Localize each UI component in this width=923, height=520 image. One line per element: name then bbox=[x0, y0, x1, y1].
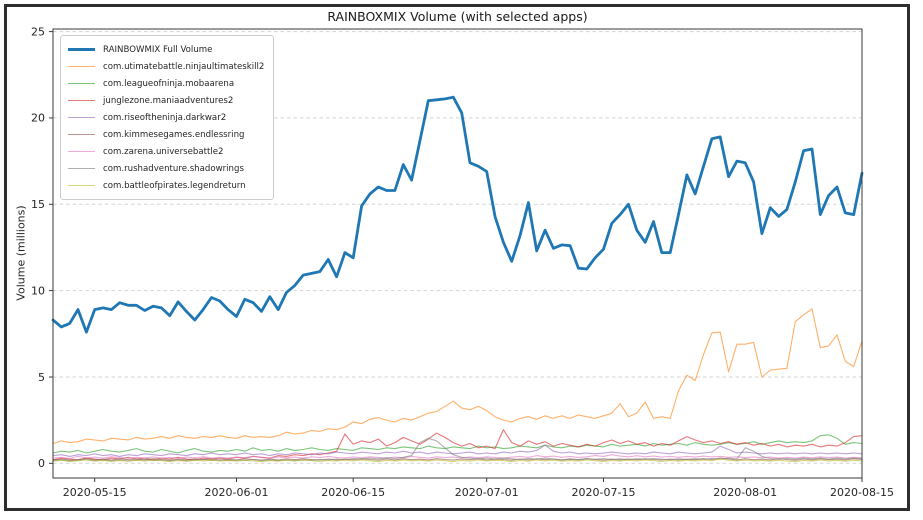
legend-item-label: com.utimatebattle.ninjaultimateskill2 bbox=[103, 61, 265, 72]
legend-line-swatch bbox=[68, 184, 95, 187]
legend-item: com.leagueofninja.mobaarena bbox=[68, 75, 264, 92]
legend-line-swatch bbox=[68, 65, 95, 68]
x-tick-label: 2020-07-15 bbox=[572, 486, 636, 499]
legend-item: com.utimatebattle.ninjaultimateskill2 bbox=[68, 58, 264, 75]
series-line bbox=[52, 444, 863, 457]
y-tick-label: 0 bbox=[38, 457, 45, 470]
y-tick-label: 15 bbox=[31, 198, 45, 211]
series-line bbox=[52, 434, 863, 454]
legend-item: com.kimmesegames.endlessring bbox=[68, 126, 264, 143]
series-line bbox=[52, 308, 863, 445]
legend-item-label: com.leagueofninja.mobaarena bbox=[103, 78, 235, 89]
legend-item-label: com.kimmesegames.endlessring bbox=[103, 129, 245, 140]
series-line bbox=[51, 95, 864, 334]
x-tick-label: 2020-08-15 bbox=[830, 486, 894, 499]
legend-item-label: com.zarena.universebattle2 bbox=[103, 146, 224, 157]
x-tick-label: 2020-06-01 bbox=[205, 486, 269, 499]
legend-item: com.riseoftheninja.darkwar2 bbox=[68, 109, 264, 126]
x-tick-label: 2020-06-15 bbox=[321, 486, 385, 499]
y-axis-label: Volume (millions) bbox=[14, 205, 28, 301]
legend-item-label: com.rushadventure.shadowrings bbox=[103, 163, 244, 174]
chart-title: RAINBOXMIX Volume (with selected apps) bbox=[327, 9, 588, 24]
legend-item-label: RAINBOWMIX Full Volume bbox=[103, 44, 213, 55]
legend-line-swatch bbox=[68, 116, 95, 119]
series-line bbox=[52, 458, 863, 463]
series-line bbox=[52, 457, 863, 461]
legend-item: com.rushadventure.shadowrings bbox=[68, 160, 264, 177]
x-tick-label: 2020-07-01 bbox=[455, 486, 519, 499]
legend-item: RAINBOWMIX Full Volume bbox=[68, 41, 264, 58]
y-tick-label: 20 bbox=[31, 112, 45, 125]
legend-item-label: com.battleofpirates.legendreturn bbox=[103, 180, 246, 191]
series-line bbox=[52, 454, 863, 460]
legend-line-swatch bbox=[68, 48, 95, 51]
legend-line-swatch bbox=[68, 150, 95, 153]
legend: RAINBOWMIX Full Volume com.utimatebattle.… bbox=[60, 35, 275, 200]
x-tick-label: 2020-08-01 bbox=[713, 486, 777, 499]
axes-spines bbox=[52, 28, 863, 479]
x-tick-label: 2020-05-15 bbox=[63, 486, 127, 499]
legend-item-label: com.riseoftheninja.darkwar2 bbox=[103, 112, 227, 123]
series-line bbox=[52, 429, 863, 461]
legend-item-label: junglezone.maniaadventures2 bbox=[103, 95, 234, 106]
y-tick-label: 5 bbox=[38, 371, 45, 384]
legend-line-swatch bbox=[68, 133, 95, 136]
legend-item: junglezone.maniaadventures2 bbox=[68, 92, 264, 109]
legend-item: com.zarena.universebattle2 bbox=[68, 143, 264, 160]
y-tick-label: 25 bbox=[31, 25, 45, 38]
legend-line-swatch bbox=[68, 82, 95, 85]
legend-line-swatch bbox=[68, 99, 95, 102]
y-tick-label: 10 bbox=[31, 284, 45, 297]
legend-line-swatch bbox=[68, 167, 95, 170]
legend-item: com.battleofpirates.legendreturn bbox=[68, 177, 264, 194]
